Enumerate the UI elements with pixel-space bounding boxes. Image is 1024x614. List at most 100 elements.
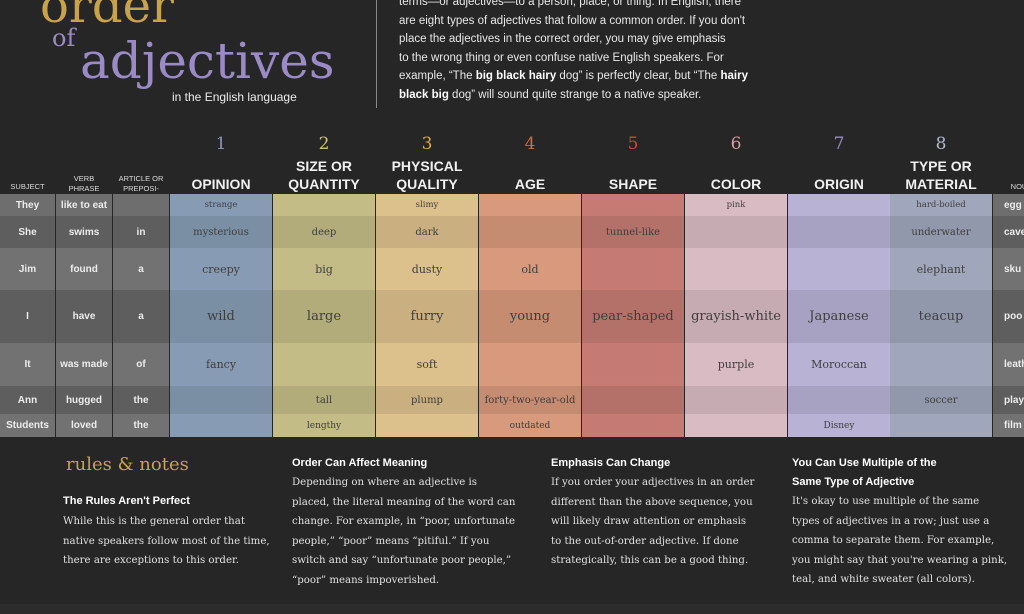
adjective-cell [788,216,890,248]
rule-line: people,” “poor” means “pitiful.” If you [292,535,490,547]
category-label: MATERIAL [905,176,977,192]
adjective-cell [273,194,375,216]
adjective-cell [582,194,684,216]
rule-line: Depending on where an adjective is [292,477,478,488]
intro-bold: hairy [720,70,749,83]
adjective-cell: furry [376,290,478,343]
category-label: AGE [514,176,546,192]
adjective-cell: pear-shaped [582,290,684,343]
article-header: ARTICLE OR PREPOSI- [113,174,169,194]
rule-heading: You Can Use Multiple of the Same Type of… [792,454,937,492]
row-noun: play [993,386,1024,414]
adjective-cell: strange [170,194,272,216]
category-label: QUANTITY [288,176,360,192]
adjective-cell: teacup [890,290,992,343]
category-label-line1: SIZE OR [295,158,352,174]
category-number: 4 [524,134,536,154]
verb-header: VERB PHRASE [56,174,112,194]
verb-header-line: VERB [73,174,95,183]
rule-text: Depending on where an adjective is place… [292,473,515,590]
category-number: 3 [421,134,433,154]
intro-text: dog” will sound quite strange to a nativ… [448,88,702,101]
rule-line: there are exceptions to this order. [63,555,239,566]
verb-header-line: PHRASE [68,184,100,193]
adjective-cell [890,343,992,386]
row-article: in [113,216,169,248]
adjective-cell [582,248,684,290]
adjective-cell: fancy [170,343,272,386]
rule-line: to the out-of-order adjective. If done [551,535,739,547]
adjective-cell: outdated [479,414,581,437]
rule-heading: Order Can Affect Meaning [292,457,428,469]
title-of: of [52,24,76,52]
row-article: the [113,386,169,414]
row-subject: Ann [0,386,55,414]
rule-line: switch and say “unfortunate poor people,… [292,555,512,566]
adjective-cell: young [479,290,581,343]
adjective-cell [685,216,787,248]
row-verb: found [56,248,112,290]
row-noun: egg [993,194,1024,216]
subject-header: SUBJECT [10,182,45,191]
rule-text: It's okay to use multiple of the same ty… [792,492,1007,590]
rule-line: teal, and white sweater (all colors). [792,574,975,585]
adjective-cell: Japanese [788,290,890,343]
adjective-cell: big [273,248,375,290]
row-subject: She [0,216,55,248]
rules-title: rules & notes [66,454,189,475]
adjective-cell: soccer [890,386,992,414]
intro-line: to the wrong thing or even confuse nativ… [399,51,724,64]
category-number: 6 [730,134,742,154]
rule-heading-line: Same Type of Adjective [792,476,915,488]
row-subject: Students [0,414,55,437]
row-article: a [113,248,169,290]
rule-text: While this is the general order that nat… [63,512,270,571]
row-article: a [113,290,169,343]
category-number: 1 [215,134,227,154]
rule-line: If you order your adjectives in an order [551,477,755,488]
adjective-cell [788,194,890,216]
row-verb: have [56,290,112,343]
intro-line: terms—or adjectives—to a person, place, … [399,0,741,8]
title-adjectives: adjectives [80,32,335,90]
adjective-cell: pink [685,194,787,216]
adjective-cell [788,248,890,290]
row-noun: poo [993,290,1024,343]
rule-heading: Emphasis Can Change [551,457,671,469]
adjective-cell: dark [376,216,478,248]
adjective-cell: soft [376,343,478,386]
adjective-cell: hard-boiled [890,194,992,216]
row-verb: was made [56,343,112,386]
intro-text: example, “The [399,70,476,83]
adjective-cell [170,414,272,437]
category-label-line1: PHYSICAL [391,158,463,174]
row-verb: like to eat [56,194,112,216]
category-number: 7 [833,134,845,154]
rule-line: “poor” means impoverished. [292,574,440,586]
row-verb: swims [56,216,112,248]
intro-bold: big black hairy [475,70,557,83]
rule-line: types of adjectives in a row; just use a [792,515,990,527]
rule-line: will likely draw attention or emphasis [551,516,747,527]
adjective-cell [479,216,581,248]
adjective-cell: dusty [376,248,478,290]
row-subject: They [0,194,55,216]
adjective-cell: plump [376,386,478,414]
adjective-cell [273,343,375,386]
row-noun: leath [993,343,1024,386]
intro-bold: black big [399,88,449,101]
noun-header: NOU [1010,182,1024,191]
adjective-cell [582,386,684,414]
adjective-cell [685,386,787,414]
category-label: OPINION [191,176,251,192]
category-number: 2 [318,134,330,154]
adjective-cell: elephant [890,248,992,290]
category-label: COLOR [710,176,762,192]
adjective-cell: tall [273,386,375,414]
adjective-cell [582,414,684,437]
rule-line: It's okay to use multiple of the same [792,496,980,507]
adjective-cell: Disney [788,414,890,437]
row-subject: It [0,343,55,386]
row-noun: sku [993,248,1024,290]
adjective-cell [890,414,992,437]
